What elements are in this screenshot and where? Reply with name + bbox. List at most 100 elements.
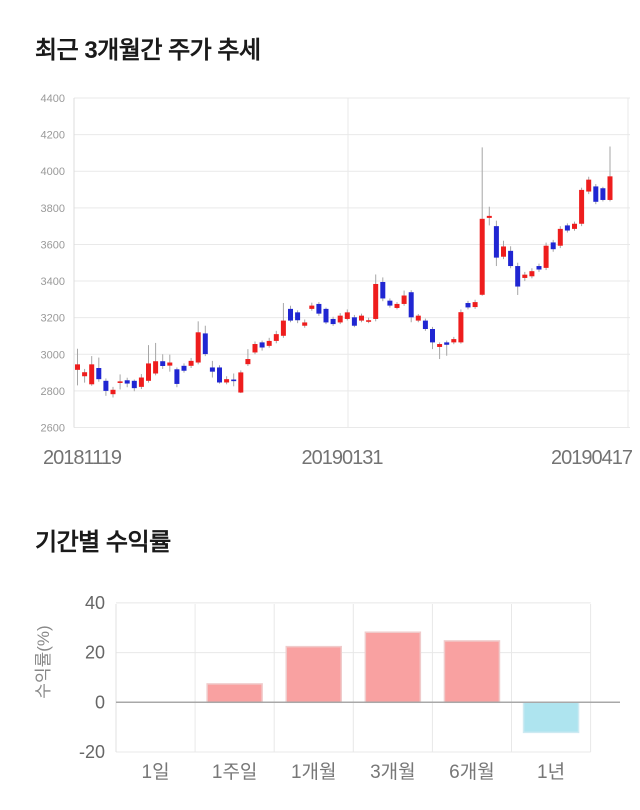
candle-body [110,389,116,395]
candle-body [415,315,421,321]
candle-down [181,363,187,373]
candle-down [564,223,570,233]
candle-body [479,218,485,295]
y-axis-tick-label: -20 [79,742,105,762]
candle-up [89,356,95,386]
candle-up [224,376,230,385]
candle-down [380,277,386,302]
candle-up [579,187,585,227]
candle-down [550,239,556,252]
candle-up [522,271,528,282]
y-axis-tick-label: 3200 [41,313,65,325]
candle-down [422,318,428,331]
y-axis-tick-label: 4000 [41,166,65,178]
period-returns-bar-chart: 40 20 0 -20 1일 1주일 1개월 3개월 6개월 1년 수익률(%) [34,593,620,783]
candle-up [138,374,144,390]
candle-body [316,303,322,314]
candle-body [280,320,286,336]
candle-body [394,303,400,308]
candle-up [486,206,492,226]
y-axis-tick-label: 0 [95,692,105,712]
y-axis-tick-label: 4400 [41,93,65,105]
candle-up [529,268,535,279]
candle-down [330,316,336,326]
candle-body [174,369,180,384]
candle-up [188,357,194,369]
candle-body [89,364,95,385]
candle-body [330,318,336,325]
candle-down [124,377,130,388]
candle-down [515,262,521,295]
candle-up [167,354,173,372]
candle-up [373,274,379,322]
candle-down [96,357,102,382]
candle-up [110,386,116,398]
candle-body [579,189,585,224]
y-axis-tick-label: 3800 [41,203,65,215]
candle-body [501,246,506,257]
candle-up [82,368,88,383]
candle-up [543,242,549,271]
candle-body [593,186,599,202]
candle-up [401,290,407,306]
candle-body [472,302,478,308]
candle-body [550,242,556,250]
x-axis-category-label: 1주일 [212,761,258,783]
y-axis-tick-label: 3000 [41,349,65,361]
candle-body [273,334,279,341]
candle-up [252,341,258,355]
candle-up [245,349,251,366]
candle-down [600,186,606,202]
candle-up [280,303,286,338]
candle-down [536,263,542,272]
candle-body [451,339,457,343]
candle-down [288,305,293,323]
candle-body [245,359,251,365]
candle-up [266,337,272,348]
candle-down [444,340,450,356]
candle-down [465,300,471,310]
candle-down [493,220,499,267]
candle-body [344,312,350,319]
candle-up [586,176,592,195]
candle-body [600,188,606,200]
candle-body [131,380,137,389]
y-axis-tick-label: 4200 [41,130,65,142]
candle-body [359,315,364,321]
x-axis-category-label: 1일 [142,761,170,783]
candle-up [302,319,308,328]
candle-down [593,184,599,205]
candle-up [359,313,364,323]
candle-body [181,365,187,371]
candle-body [323,308,329,323]
candle-body [607,176,613,200]
candle-body [82,372,88,377]
candle-up [75,348,80,386]
candle-body [586,179,592,192]
candle-body [103,380,109,391]
y-axis-tick-label: 3400 [41,276,65,288]
y-axis-title: 수익률(%) [34,625,53,698]
candle-body [124,380,130,384]
candle-up [337,313,343,325]
candle-up [415,314,421,323]
candle-up [366,317,372,324]
y-axis-tick-label: 20 [85,643,105,663]
candle-up [458,309,464,344]
candle-up [437,342,443,360]
candle-body [96,368,102,380]
candle-up [472,299,478,309]
candle-body [188,360,194,366]
candle-body [167,362,173,366]
candle-up [195,321,201,365]
candle-body [337,315,343,323]
candle-up [344,309,350,321]
candle-down [259,340,265,351]
candle-body [557,228,563,246]
x-axis-category-label: 3개월 [370,761,416,783]
candle-body [266,340,272,346]
candle-body [373,283,379,319]
candle-body [75,364,80,370]
candle-body [508,250,514,267]
